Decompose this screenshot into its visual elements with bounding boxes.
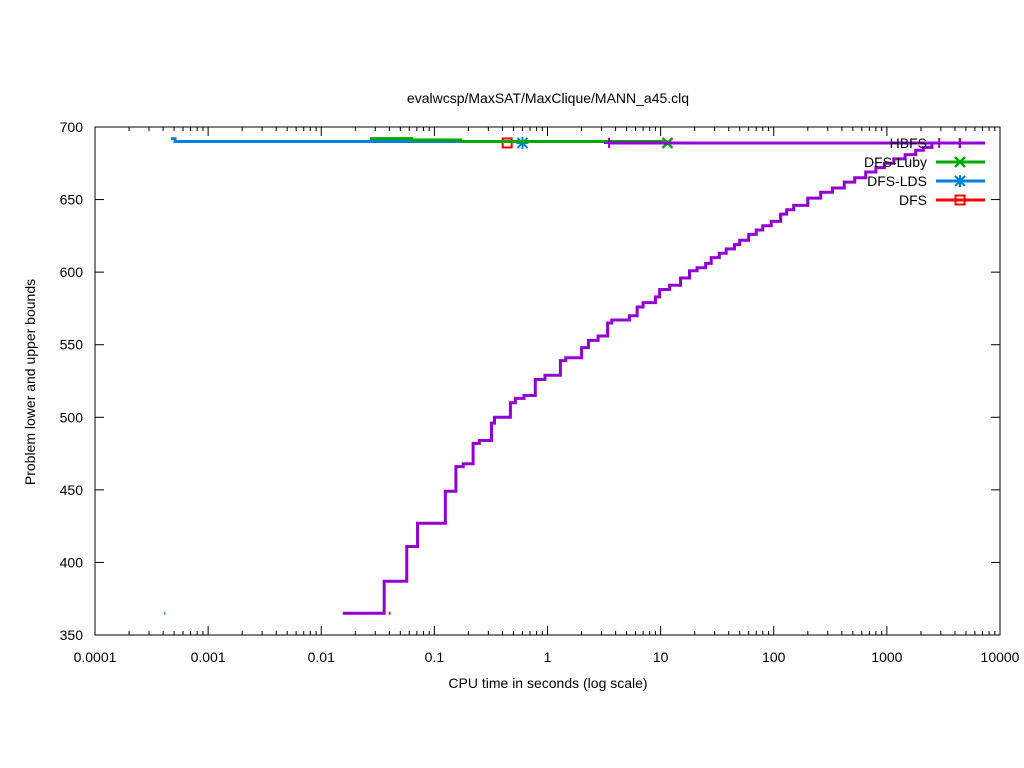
x-axis: 0.0001 0.001 0.01 0.1 1 10 100 1000 10000 [74, 127, 1020, 665]
x-tick-label: 10 [653, 649, 669, 665]
plot-area [94, 126, 1001, 636]
y-tick-label: 650 [60, 192, 84, 208]
x-tick-label: 1000 [871, 649, 902, 665]
legend-label-hbfs: HBFS [890, 135, 927, 151]
y-tick-label: 500 [60, 409, 84, 425]
legend-marker-dfs-lds [954, 175, 966, 187]
x-tick-label: 100 [762, 649, 786, 665]
legend-marker-dfs-luby-b [954, 156, 966, 168]
legend-label-dfs-lds: DFS-LDS [867, 173, 927, 189]
x-tick-label: 10000 [981, 649, 1020, 665]
legend-marker-hbfs [955, 138, 965, 148]
x-tick-label: 0.01 [308, 649, 335, 665]
y-tick-label: 700 [60, 119, 84, 135]
series-layer [164, 136, 983, 615]
y-tick-label: 600 [60, 264, 84, 280]
x-tick-label: 1 [544, 649, 552, 665]
series-hbfs [342, 137, 983, 615]
x-tick-label: 0.1 [425, 649, 445, 665]
legend-item-dfs-luby: DFS-Luby [864, 154, 985, 170]
plot-border [94, 126, 1001, 636]
dfs-luby-upper-bound-line [370, 137, 668, 144]
legend-item-dfs: DFS [899, 192, 985, 208]
series-dfs [388, 137, 513, 615]
x-axis-title: CPU time in seconds (log scale) [448, 675, 647, 691]
y-axis: 350 400 450 500 550 600 650 700 [60, 119, 1000, 643]
hbfs-point-marker [604, 137, 615, 148]
x-tick-label: 0.001 [191, 649, 226, 665]
hbfs-lower-bound-line [342, 141, 983, 615]
legend-item-dfs-lds: DFS-LDS [867, 173, 985, 189]
y-tick-label: 400 [60, 554, 84, 570]
x-tick-label: 0.0001 [74, 649, 117, 665]
legend-item-hbfs: HBFS [890, 135, 985, 151]
chart-title: evalwcsp/MaxSAT/MaxClique/MANN_a45.clq [407, 90, 689, 106]
y-tick-label: 350 [60, 627, 84, 643]
legend-label-dfs-luby: DFS-Luby [864, 154, 927, 170]
legend-marker-dfs-luby [954, 156, 966, 168]
legend-label-dfs: DFS [899, 192, 927, 208]
series-dfs-lds [164, 136, 529, 615]
legend-marker-dfs [954, 194, 966, 206]
y-axis-title: Problem lower and upper bounds [22, 279, 38, 485]
y-tick-label: 550 [60, 337, 84, 353]
y-tick-label: 450 [60, 482, 84, 498]
dfs-lds-upper-bound-line [171, 137, 523, 144]
legend: HBFS DFS-Luby DFS-LDS DFS [864, 135, 985, 208]
